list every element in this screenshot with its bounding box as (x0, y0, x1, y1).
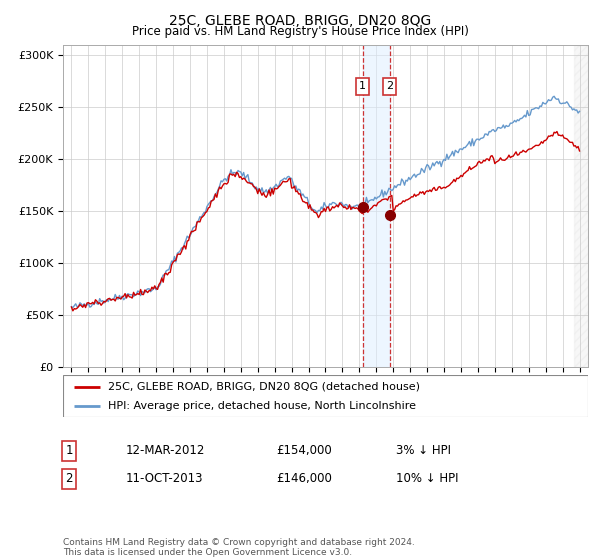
Text: 11-OCT-2013: 11-OCT-2013 (126, 472, 203, 486)
Text: 12-MAR-2012: 12-MAR-2012 (126, 444, 205, 458)
Text: 10% ↓ HPI: 10% ↓ HPI (396, 472, 458, 486)
Text: 25C, GLEBE ROAD, BRIGG, DN20 8QG: 25C, GLEBE ROAD, BRIGG, DN20 8QG (169, 14, 431, 28)
Text: 1: 1 (359, 81, 366, 91)
Text: 25C, GLEBE ROAD, BRIGG, DN20 8QG (detached house): 25C, GLEBE ROAD, BRIGG, DN20 8QG (detach… (107, 381, 419, 391)
Text: Price paid vs. HM Land Registry's House Price Index (HPI): Price paid vs. HM Land Registry's House … (131, 25, 469, 38)
Bar (362, 45, 389, 367)
Bar (574, 45, 588, 367)
Text: 1: 1 (65, 444, 73, 458)
Text: £146,000: £146,000 (276, 472, 332, 486)
Text: 2: 2 (65, 472, 73, 486)
Text: HPI: Average price, detached house, North Lincolnshire: HPI: Average price, detached house, Nort… (107, 401, 416, 411)
Text: Contains HM Land Registry data © Crown copyright and database right 2024.
This d: Contains HM Land Registry data © Crown c… (63, 538, 415, 557)
Text: 3% ↓ HPI: 3% ↓ HPI (396, 444, 451, 458)
Text: £154,000: £154,000 (276, 444, 332, 458)
Text: 2: 2 (386, 81, 393, 91)
